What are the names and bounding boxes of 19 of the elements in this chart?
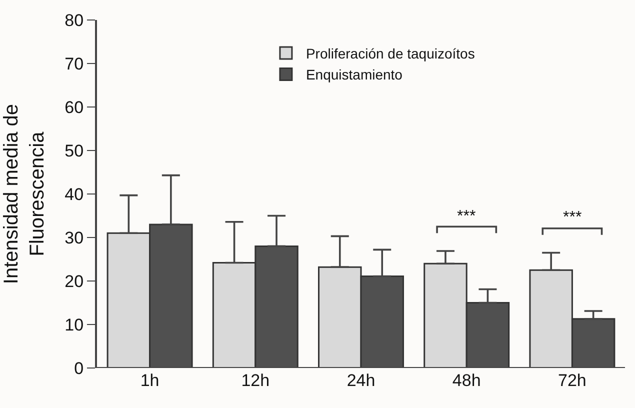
legend-label: Enquistamiento <box>306 66 403 83</box>
y-tick-label: 70 <box>64 54 84 74</box>
x-tick-label: 72h <box>558 371 586 390</box>
y-tick-label: 60 <box>64 98 84 117</box>
y-tick-label: 40 <box>64 184 84 204</box>
annotation: *** <box>457 208 476 225</box>
x-tick-label: 48h <box>452 371 481 390</box>
y-tick-label: 0 <box>74 358 84 378</box>
legend-label: Proliferación de taquizoítos <box>306 45 475 62</box>
y-axis-title: Intensidad media de Fluorescencia <box>0 104 49 284</box>
y-tick-label: 50 <box>64 141 84 160</box>
x-tick-label: 24h <box>346 371 376 390</box>
y-tick-label: 10 <box>64 315 84 334</box>
y-tick-label: 80 <box>64 10 84 30</box>
y-tick-label: 30 <box>64 228 84 248</box>
x-tick-label: 1h <box>140 371 160 390</box>
y-tick-label: 20 <box>64 272 84 291</box>
annotation: *** <box>563 209 582 226</box>
x-tick-label: 12h <box>241 371 270 390</box>
